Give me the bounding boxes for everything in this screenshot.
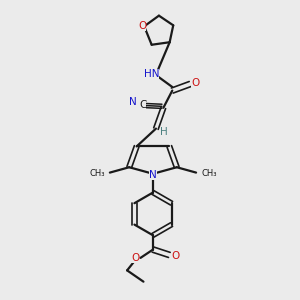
Text: O: O	[191, 77, 200, 88]
Text: CH₃: CH₃	[201, 169, 217, 178]
Text: H: H	[160, 127, 168, 136]
Text: N: N	[149, 170, 157, 180]
Text: CH₃: CH₃	[89, 169, 105, 178]
Text: O: O	[138, 21, 146, 31]
Text: C: C	[139, 100, 146, 110]
Text: N: N	[129, 98, 137, 107]
Text: O: O	[171, 251, 179, 261]
Text: HN: HN	[144, 69, 159, 79]
Text: O: O	[131, 253, 139, 263]
